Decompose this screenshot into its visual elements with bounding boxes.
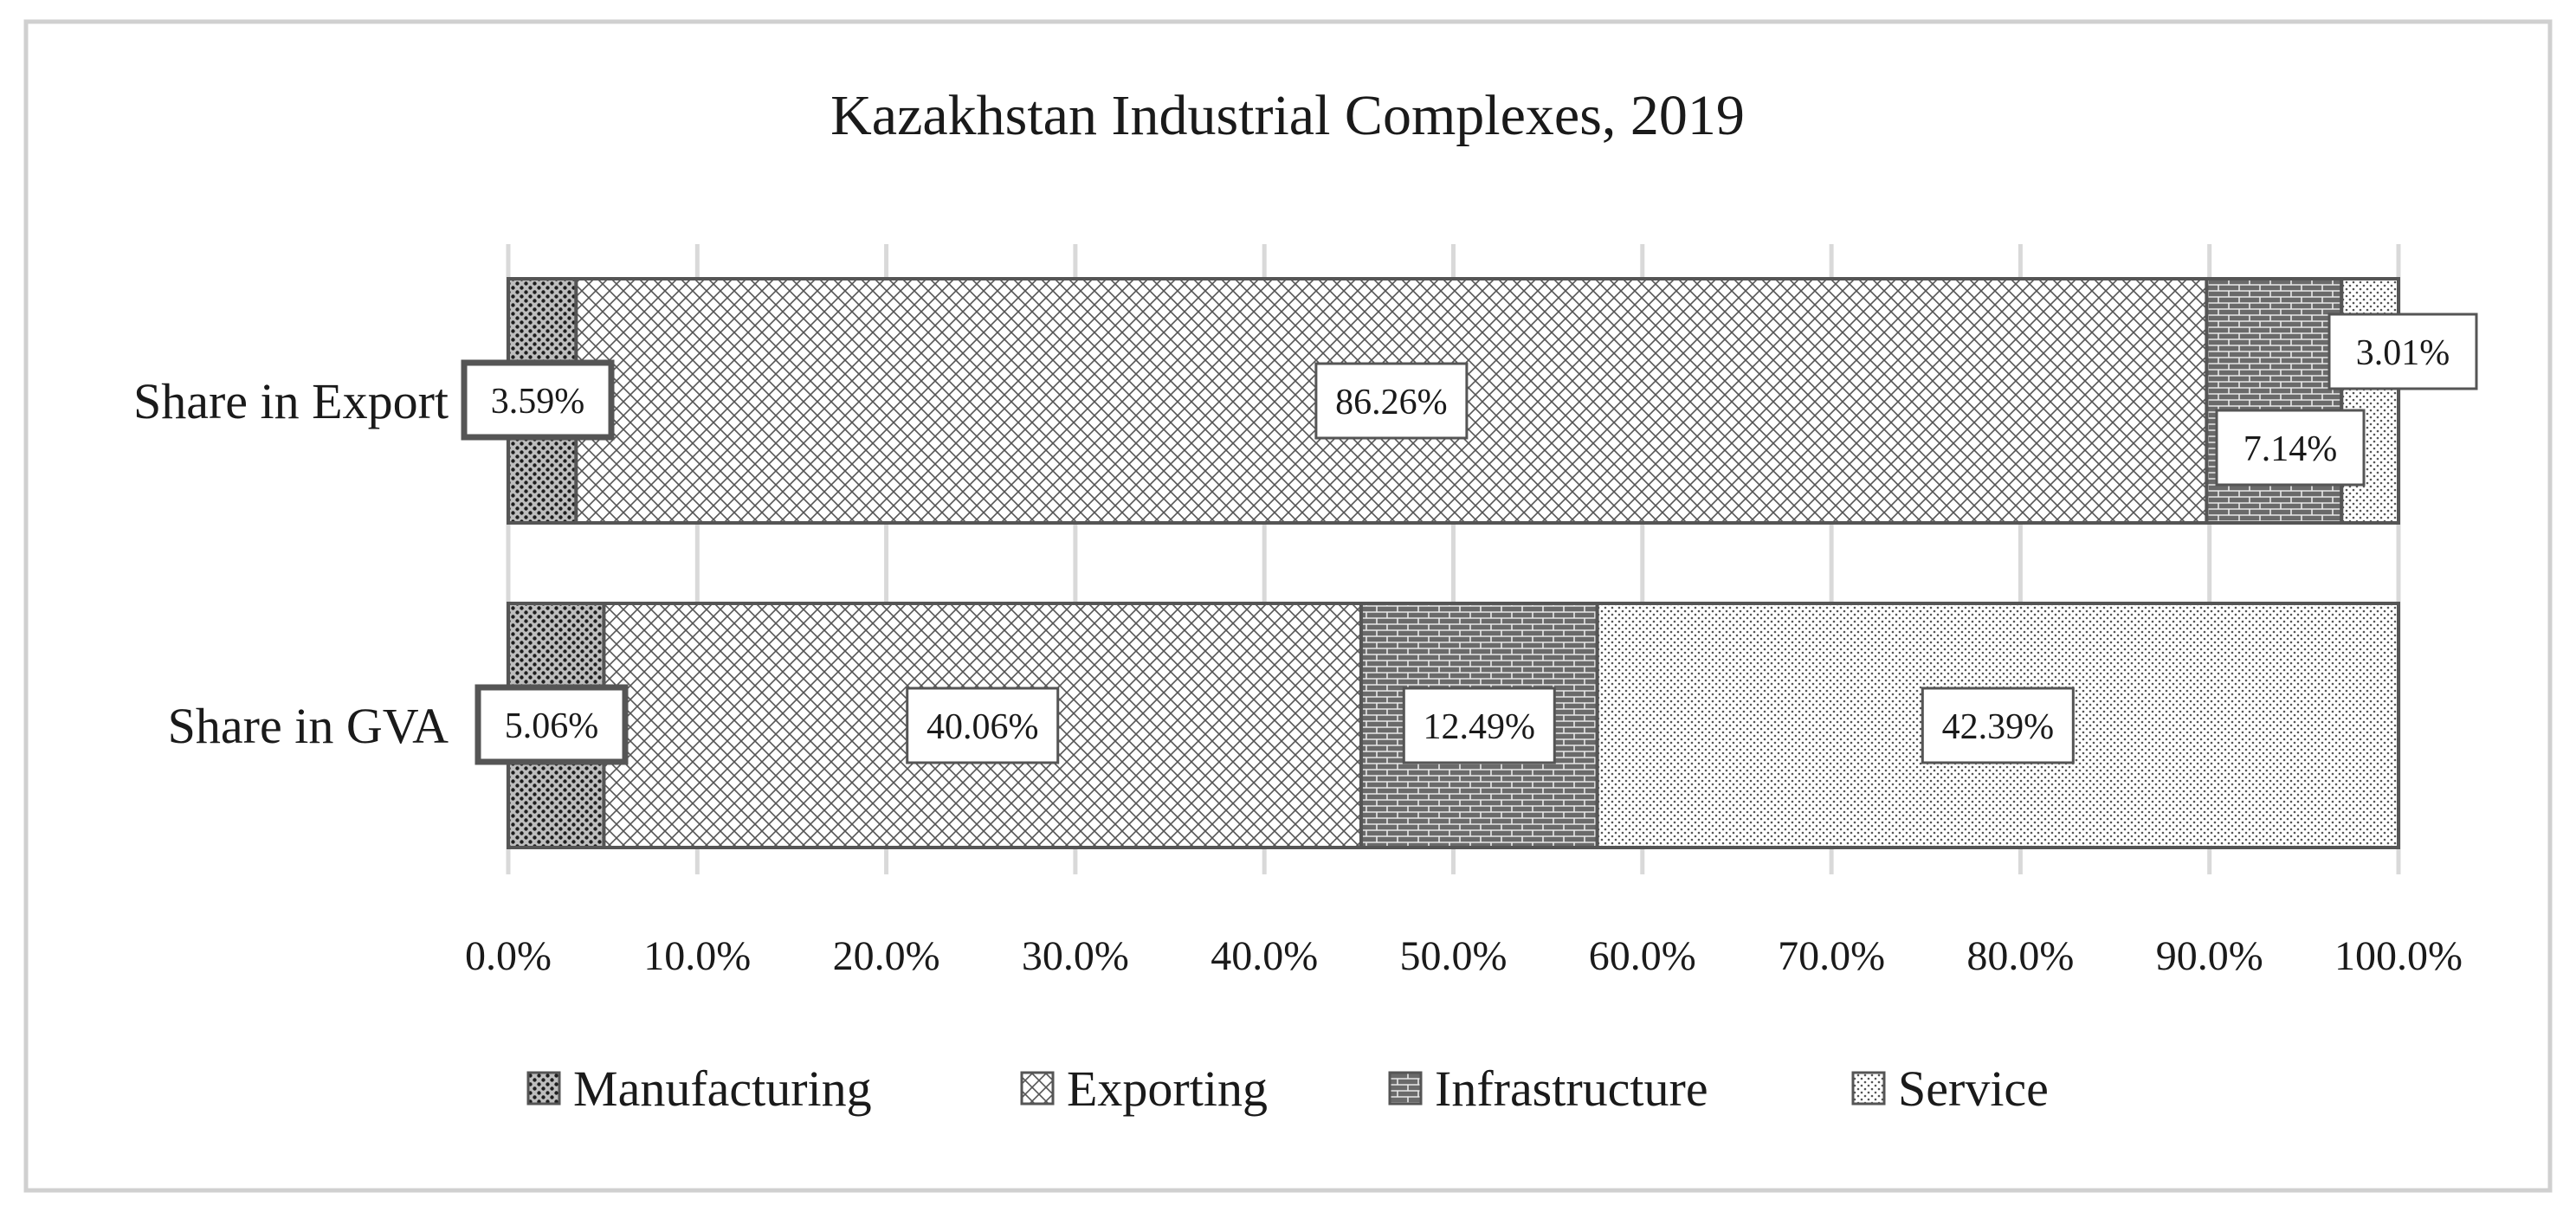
x-tick-label-6: 60.0%	[1589, 933, 1696, 979]
data-label-box	[475, 684, 629, 765]
data-label-box	[2327, 313, 2478, 390]
category-label-share-in-gva: Share in GVA	[168, 698, 449, 754]
data-label-box	[2215, 409, 2366, 487]
data-label-text: 3.59%	[491, 382, 585, 422]
legend-label-infrastructure: Infrastructure	[1435, 1060, 1708, 1117]
data-label-text: 5.06%	[505, 706, 599, 746]
x-tick-label-7: 70.0%	[1778, 933, 1885, 979]
bar-share-in-export-infrastructure	[2205, 277, 2344, 525]
legend-swatch-manufacturing	[526, 1071, 561, 1106]
x-tick-label-1: 10.0%	[643, 933, 751, 979]
x-tick-label-9: 90.0%	[2156, 933, 2263, 979]
legend-item-service: Service	[1851, 1060, 2049, 1117]
legend-swatch-exporting	[1020, 1071, 1055, 1106]
legend-label-exporting: Exporting	[1067, 1060, 1268, 1117]
data-label-share-in-export-exporting: 86.26%	[1314, 362, 1469, 440]
chart-title: Kazakhstan Industrial Complexes, 2019	[830, 84, 1745, 147]
data-label-share-in-gva-service: 42.39%	[1921, 687, 2075, 764]
legend-item-infrastructure: Infrastructure	[1388, 1060, 1708, 1117]
x-tick-label-0: 0.0%	[465, 933, 552, 979]
legend-label-manufacturing: Manufacturing	[573, 1060, 872, 1117]
data-label-text: 86.26%	[1335, 383, 1448, 422]
category-labels: Share in Export Share in GVA	[133, 373, 449, 754]
legend-swatch-infrastructure	[1388, 1071, 1423, 1106]
data-label-share-in-gva-infrastructure: 12.49%	[1402, 687, 1556, 764]
data-label-share-in-export-service: 3.01%	[2327, 313, 2478, 390]
data-label-text: 12.49%	[1424, 707, 1536, 747]
data-label-share-in-gva-manufacturing: 5.06%	[475, 684, 629, 765]
data-label-box	[906, 687, 1060, 764]
data-label-box	[1921, 687, 2075, 764]
data-label-text: 3.01%	[2356, 333, 2450, 373]
data-label-text: 40.06%	[926, 707, 1039, 747]
x-tick-label-4: 40.0%	[1211, 933, 1318, 979]
legend-item-exporting: Exporting	[1020, 1060, 1268, 1117]
data-label-text: 7.14%	[2244, 429, 2338, 469]
x-tick-label-3: 30.0%	[1022, 933, 1129, 979]
data-label-share-in-export-manufacturing: 3.59%	[461, 359, 615, 441]
x-tick-label-8: 80.0%	[1966, 933, 2074, 979]
data-label-box	[1314, 362, 1469, 440]
data-label-box	[461, 359, 615, 441]
x-tick-label-2: 20.0%	[833, 933, 940, 979]
legend: Manufacturing Exporting Infrastructure Serv…	[526, 1060, 2049, 1117]
data-label-share-in-gva-exporting: 40.06%	[906, 687, 1060, 764]
x-tick-label-10: 100.0%	[2334, 933, 2463, 979]
legend-item-manufacturing: Manufacturing	[526, 1060, 872, 1117]
data-label-box	[1402, 687, 1556, 764]
data-label-text: 42.39%	[1942, 707, 2055, 747]
x-tick-label-5: 50.0%	[1400, 933, 1508, 979]
data-label-share-in-export-infrastructure: 7.14%	[2215, 409, 2366, 487]
data-labels: 3.59% 86.26% 7.14% 3.01% 5.06% 40.06% 12.49% 42…	[461, 313, 2478, 765]
x-axis-ticks: 0.0% 10.0% 20.0% 30.0% 40.0% 50.0% 60.0% 70.0% 8…	[465, 933, 2463, 979]
legend-label-service: Service	[1898, 1060, 2049, 1117]
legend-swatch-service	[1851, 1071, 1886, 1106]
category-label-share-in-export: Share in Export	[133, 373, 449, 429]
